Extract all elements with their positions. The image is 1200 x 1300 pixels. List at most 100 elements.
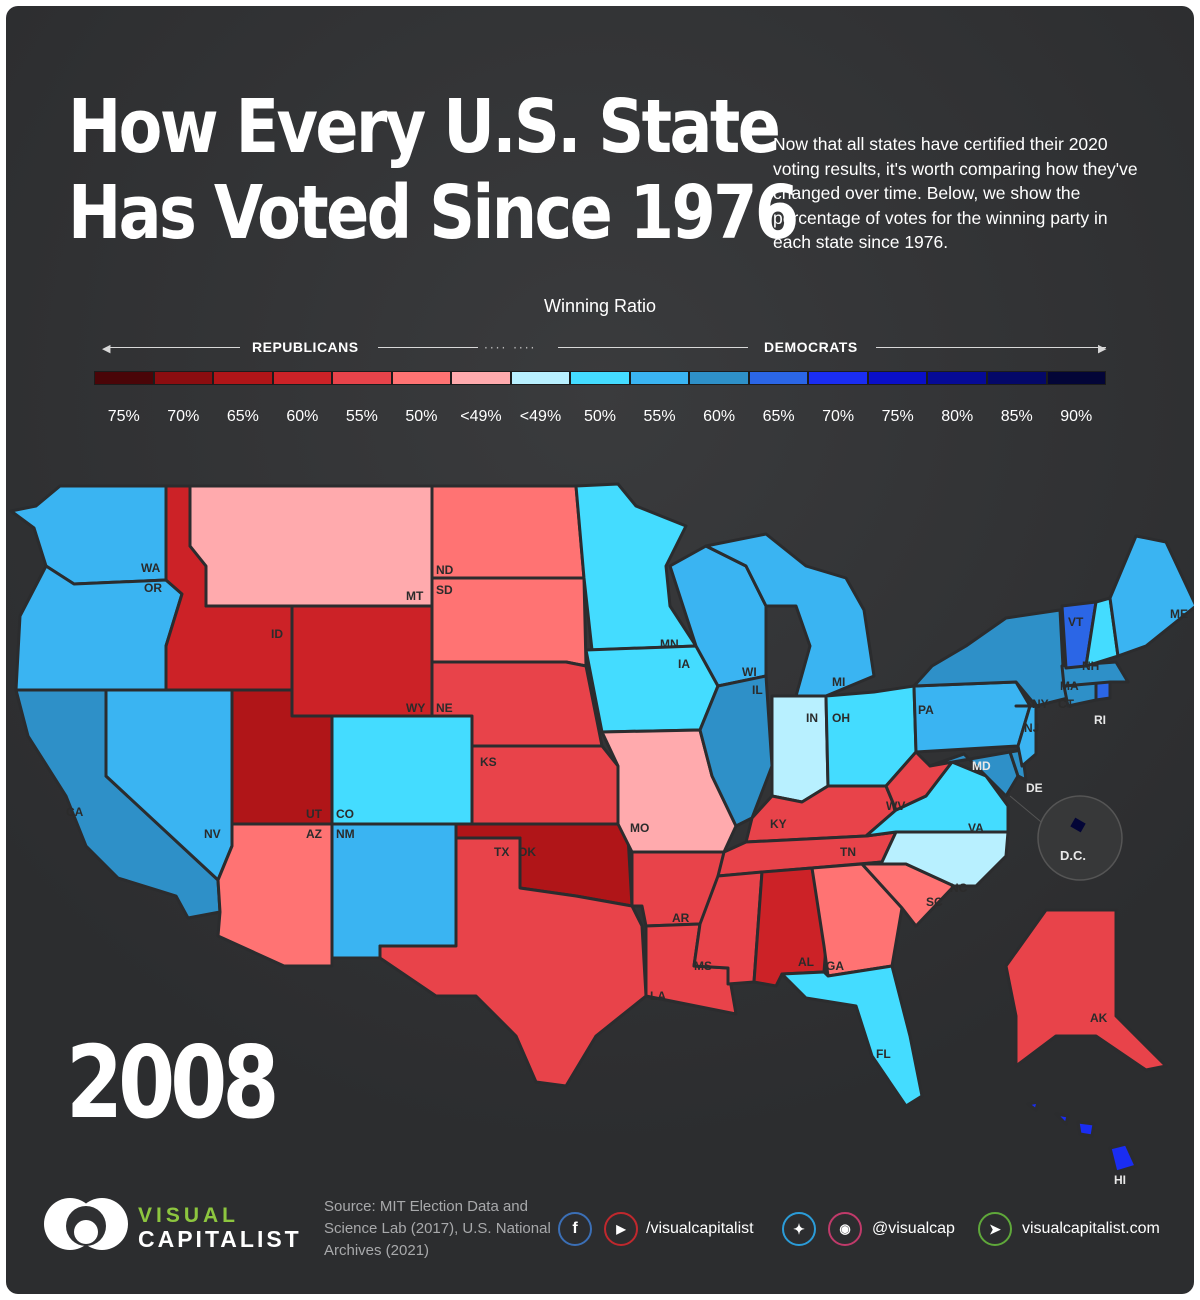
legend-swatch xyxy=(510,371,571,385)
legend-tick-label: 75% xyxy=(107,408,140,425)
facebook-youtube-handle[interactable]: /visualcapitalist xyxy=(646,1220,754,1237)
label-MN: MN xyxy=(660,637,679,651)
label-WI: WI xyxy=(742,665,757,679)
label-MI: MI xyxy=(832,675,845,689)
label-NM: NM xyxy=(336,827,355,841)
label-LA: LA xyxy=(650,989,666,1003)
label-AZ: AZ xyxy=(306,827,322,841)
label-ME: ME xyxy=(1170,607,1188,621)
state-PA xyxy=(912,680,1032,754)
label-MD: MD xyxy=(972,759,991,773)
label-AR: AR xyxy=(672,911,690,925)
state-IN xyxy=(770,694,830,804)
label-WY: WY xyxy=(406,701,425,715)
facebook-icon[interactable]: f xyxy=(558,1212,592,1246)
label-VA: VA xyxy=(968,821,984,835)
label-RI: RI xyxy=(1094,713,1106,727)
state-SD xyxy=(430,576,588,668)
left-arrowhead-icon: ◀ xyxy=(102,342,111,355)
label-TX: TX xyxy=(494,845,509,859)
legend-tick-label: 80% xyxy=(941,408,974,425)
state-AZ xyxy=(216,822,334,968)
legend-swatch xyxy=(1046,371,1107,385)
label-VT: VT xyxy=(1068,615,1084,629)
legend-tick-label: 65% xyxy=(762,408,795,425)
instagram-icon[interactable]: ◉ xyxy=(828,1212,862,1246)
state-WY xyxy=(290,604,434,718)
twitter-instagram-handle[interactable]: @visualcap xyxy=(872,1220,955,1237)
label-NH: NH xyxy=(1082,659,1099,673)
legend-dots: ···· ···· xyxy=(484,341,537,355)
visual-capitalist-logo-icon xyxy=(44,1198,128,1250)
label-OH: OH xyxy=(832,711,850,725)
us-election-map: WA OR CA NV ID MT WY UT CO AZ NM ND SD N… xyxy=(9,482,1194,1187)
legend-democrats-label: DEMOCRATS xyxy=(764,339,858,355)
legend-swatch xyxy=(272,371,333,385)
legend-left-line xyxy=(378,347,478,348)
dc-callout-circle xyxy=(1037,795,1123,881)
twitter-icon[interactable]: ✦ xyxy=(782,1212,816,1246)
label-TN: TN xyxy=(840,845,856,859)
legend-right-arrow xyxy=(876,347,1106,348)
year-label: 2008 xyxy=(66,1024,279,1141)
label-DE: DE xyxy=(1026,781,1043,795)
right-arrowhead-icon: ▶ xyxy=(1098,342,1107,355)
legend-tick-label: 55% xyxy=(643,408,676,425)
logo-text-capitalist: CAPITALIST xyxy=(138,1226,302,1252)
label-MO: MO xyxy=(630,821,649,835)
legend-swatch xyxy=(927,371,987,385)
youtube-icon[interactable]: ▶ xyxy=(604,1212,638,1246)
label-OK: OK xyxy=(518,845,536,859)
label-AL: AL xyxy=(798,955,814,969)
legend-color-scale xyxy=(94,371,1107,387)
legend-tick-label: 50% xyxy=(405,408,438,425)
legend-swatch xyxy=(808,371,868,385)
state-ND xyxy=(430,484,586,580)
legend-swatch xyxy=(986,371,1047,385)
legend-title: Winning Ratio xyxy=(543,296,657,316)
cursor-icon[interactable]: ➤ xyxy=(978,1212,1012,1246)
dc-callout-line xyxy=(1009,795,1047,827)
legend-swatch xyxy=(867,371,928,385)
source-note: Source: MIT Election Data and Science La… xyxy=(324,1198,551,1259)
label-MT: MT xyxy=(406,589,424,603)
label-NJ: NJ xyxy=(1024,721,1039,735)
legend-swatch xyxy=(689,371,749,385)
label-UT: UT xyxy=(306,807,323,821)
label-CT: CT xyxy=(1058,697,1075,711)
label-MA: MA xyxy=(1060,679,1079,693)
state-MT xyxy=(188,484,434,608)
state-AK xyxy=(1004,908,1168,1072)
label-PA: PA xyxy=(918,703,934,717)
website-link[interactable]: visualcapitalist.com xyxy=(1022,1220,1160,1237)
state-HI xyxy=(1026,1100,1138,1174)
legend-tick-label: <49% xyxy=(519,408,562,425)
legend-swatch xyxy=(451,371,511,385)
legend-swatch xyxy=(213,371,273,385)
label-SD: SD xyxy=(436,583,453,597)
logo-text-visual: VISUAL xyxy=(138,1204,240,1227)
label-ID: ID xyxy=(271,627,283,641)
label-WA: WA xyxy=(141,561,161,575)
intro-text: Now that all states have certified their… xyxy=(773,134,1138,252)
label-GA: GA xyxy=(826,959,844,973)
state-FL xyxy=(780,964,924,1108)
label-MS: MS xyxy=(694,959,712,973)
label-ND: ND xyxy=(436,563,454,577)
label-DC: D.C. xyxy=(1060,848,1086,863)
legend-tick-label: 50% xyxy=(584,408,617,425)
state-NM xyxy=(330,822,458,960)
legend-ticks: 75% 70% 65% 60% 55% 50% <49% <49% 50% 55% 60% 65% 70… xyxy=(94,408,1106,426)
label-NY: NY xyxy=(1032,697,1049,711)
legend-tick-label: 90% xyxy=(1060,408,1093,425)
state-DC xyxy=(1070,817,1086,833)
label-KY: KY xyxy=(770,817,787,831)
infographic-card: How Every U.S. State Has Voted Since 197… xyxy=(6,6,1194,1294)
label-NV: NV xyxy=(204,827,221,841)
legend-swatch xyxy=(629,371,690,385)
legend-right-line xyxy=(558,347,748,348)
state-MN xyxy=(574,482,698,652)
label-CA: CA xyxy=(66,805,84,819)
label-CO: CO xyxy=(336,807,354,821)
legend-swatch xyxy=(94,371,154,385)
